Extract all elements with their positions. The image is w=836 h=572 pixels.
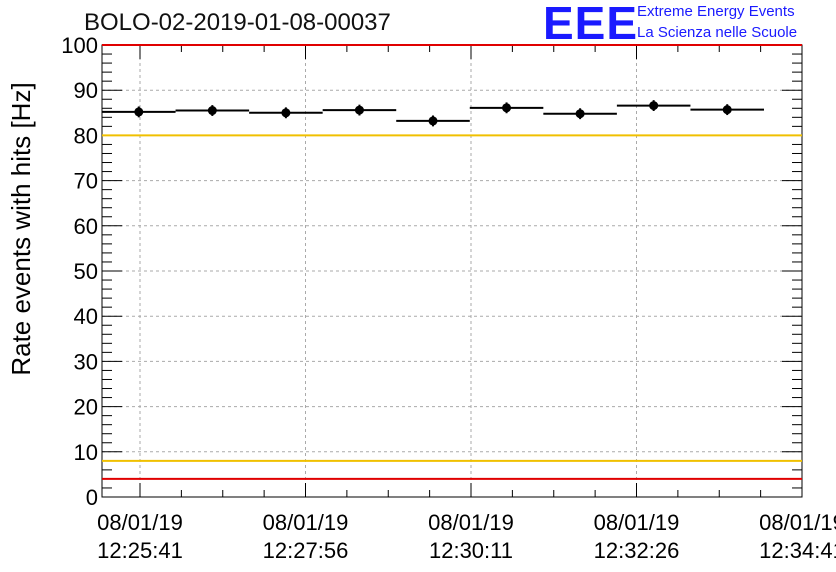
y-tick-label: 40 [74, 304, 98, 329]
y-tick-label: 10 [74, 440, 98, 465]
x-tick-label-time: 12:25:41 [97, 538, 183, 563]
data-point [281, 108, 291, 118]
y-tick-label: 20 [74, 395, 98, 420]
y-tick-label: 60 [74, 214, 98, 239]
y-axis-label: Rate events with hits [Hz] [6, 82, 36, 375]
y-tick-label: 90 [74, 78, 98, 103]
data-point [207, 106, 217, 116]
chart-title: BOLO-02-2019-01-08-00037 [84, 9, 391, 36]
y-tick-label: 70 [74, 169, 98, 194]
x-tick-label-time: 12:34:41 [759, 538, 836, 563]
data-point [354, 105, 364, 115]
y-tick-label: 30 [74, 349, 98, 374]
logo-line-2: La Scienza nelle Scuole [637, 24, 798, 41]
x-tick-label-time: 12:27:56 [263, 538, 349, 563]
data-point [649, 101, 659, 111]
data-point [502, 103, 512, 113]
x-tick-label-time: 12:30:11 [429, 538, 513, 563]
eee-logo: EEE [543, 0, 639, 49]
y-tick-label: 50 [74, 259, 98, 284]
x-tick-label-date: 08/01/19 [263, 510, 349, 535]
data-point [428, 116, 438, 126]
x-tick-label-date: 08/01/19 [428, 510, 514, 535]
x-tick-label-date: 08/01/19 [759, 510, 836, 535]
y-tick-label: 80 [74, 123, 98, 148]
y-tick-label: 0 [86, 485, 98, 510]
x-tick-label-date: 08/01/19 [97, 510, 183, 535]
y-tick-label: 100 [61, 33, 98, 58]
data-point [575, 109, 585, 119]
x-tick-label-time: 12:32:26 [594, 538, 680, 563]
logo-line-1: Extreme Energy Events [637, 3, 795, 20]
data-point [134, 107, 144, 117]
x-tick-label-date: 08/01/19 [594, 510, 680, 535]
data-point [722, 105, 732, 115]
